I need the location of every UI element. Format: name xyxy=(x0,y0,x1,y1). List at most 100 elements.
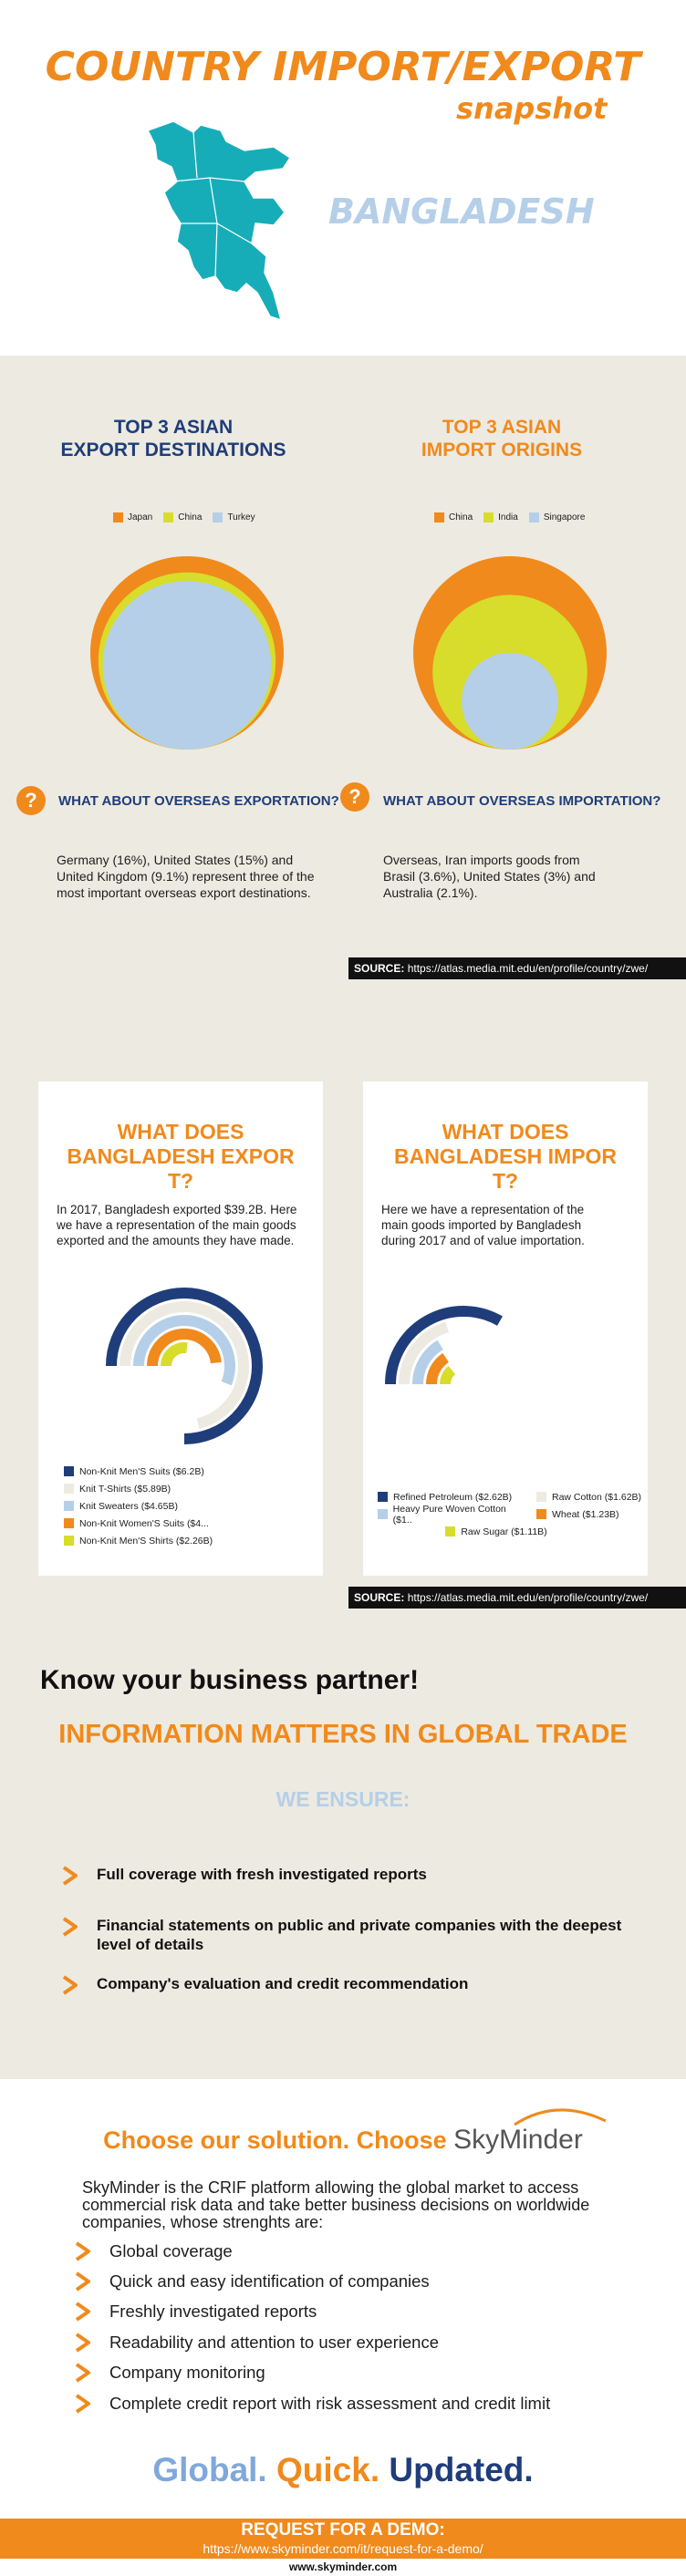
legend-label: Wheat ($1.23B) xyxy=(552,1508,619,1520)
legend-item: Knit Sweaters ($4.65B) xyxy=(64,1497,213,1515)
site-link[interactable]: www.skyminder.com xyxy=(288,2560,398,2573)
export-bubble-chart xyxy=(90,556,284,750)
legend-swatch xyxy=(213,512,223,522)
radial-bar-knit-sweaters xyxy=(133,1315,235,1386)
chevron-right-icon xyxy=(62,1917,78,1937)
legend-label: Singapore xyxy=(543,512,586,522)
radial-bar-non-knit-men-s-suits xyxy=(106,1288,263,1444)
radial-bar-refined-petroleum xyxy=(385,1306,503,1385)
legend-swatch xyxy=(483,512,494,522)
feature-text: Readability and attention to user experi… xyxy=(109,2333,439,2352)
radial-bar-non-knit-men-s-shirts xyxy=(161,1342,188,1367)
legend-swatch xyxy=(64,1484,74,1494)
legend-item: Non-Knit Women'S Suits ($4... xyxy=(64,1515,213,1532)
demo-banner[interactable]: REQUEST FOR A DEMO: https://www.skyminde… xyxy=(0,2519,686,2559)
source-bar: SOURCE: https://atlas.media.mit.edu/en/p… xyxy=(348,957,686,979)
ensure-heading: WE ENSURE: xyxy=(275,1787,411,1811)
legend-item: India xyxy=(483,512,518,522)
legend-label: Non-Knit Men'S Shirts ($2.26B) xyxy=(79,1535,213,1547)
radial-bar-raw-cotton xyxy=(399,1321,450,1385)
export-goods-text: In 2017, Bangladesh exported $39.2B. Her… xyxy=(57,1203,297,1247)
radial-bar-knit-t-shirts xyxy=(120,1301,249,1430)
legend-swatch xyxy=(378,1492,388,1502)
bubble-turkey xyxy=(102,581,272,750)
tagline-part: Global. xyxy=(152,2451,267,2488)
legend-label: Refined Petroleum ($2.62B) xyxy=(393,1491,513,1503)
import-heading-line2: IMPORT ORIGINS xyxy=(421,440,583,460)
map-shape xyxy=(146,120,292,322)
export-destinations-heading: TOP 3 ASIAN EXPORT DESTINATIONS xyxy=(36,416,310,461)
import-origins-heading: TOP 3 ASIAN IMPORT ORIGINS xyxy=(356,416,648,461)
goods-section: WHAT DOES BANGLADESH EXPOR T? In 2017, B… xyxy=(0,1003,686,2079)
feature-item: Quick and easy identification of compani… xyxy=(73,2271,430,2292)
export-radial-chart xyxy=(106,1288,263,1444)
legend-label: Non-Knit Women'S Suits ($4... xyxy=(79,1517,209,1529)
legend-label: Turkey xyxy=(227,512,255,522)
chevron-right-icon xyxy=(75,2333,90,2353)
question-icon: ? xyxy=(16,786,46,815)
legend-swatch xyxy=(445,1526,456,1536)
legend-label: Knit T-Shirts ($5.89B) xyxy=(79,1483,172,1495)
feature-text: Freshly investigated reports xyxy=(109,2302,317,2321)
radial-bar-wheat xyxy=(426,1352,450,1385)
map-division-line xyxy=(192,131,198,179)
tagline: Global. Quick. Updated. xyxy=(0,2451,686,2489)
legend-item: Singapore xyxy=(528,512,586,522)
import-legend: China India Singapore xyxy=(434,512,585,522)
legend-swatch xyxy=(64,1536,74,1546)
page-title: COUNTRY IMPORT/EXPORT xyxy=(45,44,641,90)
import-goods-card: WHAT DOES BANGLADESH IMPOR T? Here we ha… xyxy=(363,1081,648,1576)
legend-item: Raw Cotton ($1.62B) xyxy=(536,1488,641,1505)
bubble-singapore xyxy=(462,653,558,750)
chevron-right-icon xyxy=(62,1975,78,1995)
brand-logo: SkyMinder xyxy=(453,2125,583,2155)
demo-link[interactable]: https://www.skyminder.com/it/request-for… xyxy=(203,2541,483,2556)
solution-heading-text: Choose our solution. Choose xyxy=(103,2126,447,2154)
export-goods-card: WHAT DOES BANGLADESH EXPOR T? In 2017, B… xyxy=(38,1081,323,1576)
chevron-right-icon xyxy=(75,2394,90,2414)
export-legend: Japan China Turkey xyxy=(113,512,255,522)
legend-label: Knit Sweaters ($4.65B) xyxy=(79,1500,178,1512)
import-goods-text: Here we have a representation of the mai… xyxy=(381,1203,585,1247)
legend-label: Raw Cotton ($1.62B) xyxy=(552,1491,642,1503)
solution-heading: Choose our solution. Choose SkyMinder xyxy=(0,2125,686,2156)
source-link[interactable]: https://atlas.media.mit.edu/en/profile/c… xyxy=(407,962,649,975)
export-heading-line2: EXPORT DESTINATIONS xyxy=(60,440,286,460)
feature-item: Complete credit report with risk assessm… xyxy=(73,2393,550,2415)
legend-label: Japan xyxy=(128,512,153,522)
ensure-item-text: Financial statements on public and priva… xyxy=(97,1917,622,1953)
legend-label: Raw Sugar ($1.11B) xyxy=(461,1526,547,1537)
tagline-part: Quick. xyxy=(276,2451,380,2488)
solution-intro: SkyMinder is the CRIF platform allowing … xyxy=(82,2178,590,2231)
chevron-right-icon xyxy=(62,1866,78,1886)
legend-item: Japan xyxy=(113,512,152,522)
legend-item: Refined Petroleum ($2.62B) xyxy=(378,1488,524,1505)
tagline-part: Updated. xyxy=(389,2451,534,2488)
chevron-right-icon xyxy=(75,2363,90,2383)
source-link[interactable]: https://atlas.media.mit.edu/en/profile/c… xyxy=(407,1591,649,1604)
import-goods-legend: Refined Petroleum ($2.62B) Raw Cotton ($… xyxy=(378,1488,642,1540)
legend-item: Knit T-Shirts ($5.89B) xyxy=(64,1480,213,1497)
feature-item: Company monitoring xyxy=(73,2362,265,2384)
legend-item: Raw Sugar ($1.11B) xyxy=(445,1523,547,1540)
chevron-right-icon xyxy=(75,2271,90,2292)
feature-item: Freshly investigated reports xyxy=(73,2301,317,2323)
import-heading-line1: TOP 3 ASIAN xyxy=(442,417,562,438)
bangladesh-map xyxy=(146,120,292,322)
legend-swatch xyxy=(163,512,174,522)
brand-name: SkyMinder xyxy=(453,2125,583,2155)
feature-item: Readability and attention to user experi… xyxy=(73,2332,439,2354)
brand-swoosh-icon xyxy=(514,2108,607,2126)
legend-item: Non-Knit Men'S Shirts ($2.26B) xyxy=(64,1532,213,1549)
country-name: BANGLADESH xyxy=(328,191,595,232)
legend-label: Non-Knit Men'S Suits ($6.2B) xyxy=(79,1465,204,1477)
legend-item: Non-Knit Men'S Suits ($6.2B) xyxy=(64,1463,213,1480)
import-goods-title: WHAT DOES BANGLADESH IMPOR T? xyxy=(393,1120,618,1193)
legend-label: China xyxy=(449,512,473,522)
demo-title: REQUEST FOR A DEMO: xyxy=(241,2520,445,2540)
source-label: SOURCE: xyxy=(354,1591,405,1604)
legend-swatch xyxy=(378,1509,388,1519)
page-subtitle: snapshot xyxy=(456,91,608,126)
feature-text: Company monitoring xyxy=(109,2363,265,2382)
feature-text: Quick and easy identification of compani… xyxy=(109,2271,430,2291)
